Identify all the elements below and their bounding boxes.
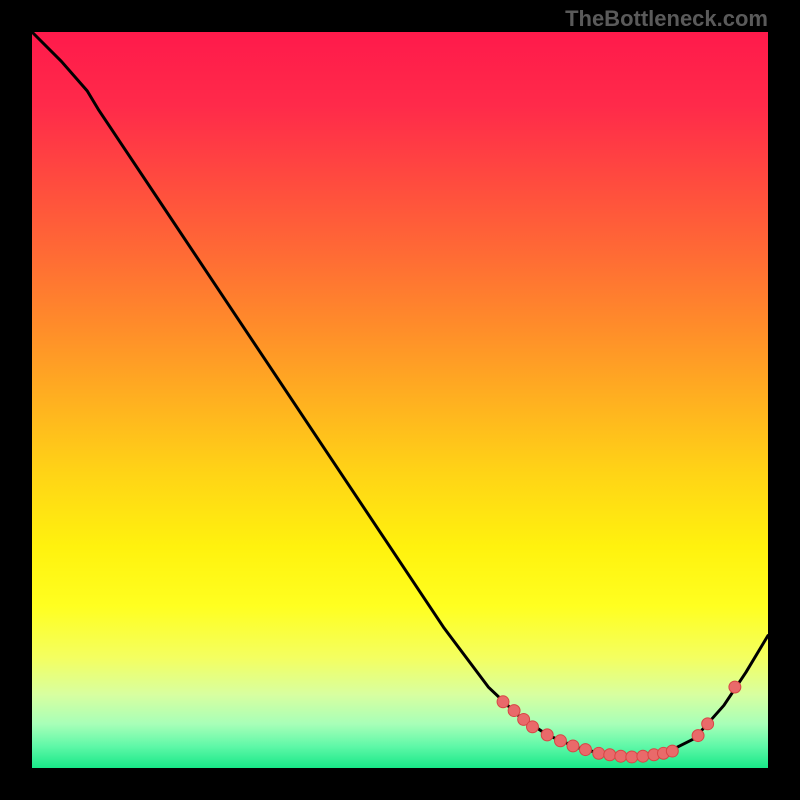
curve-layer bbox=[32, 32, 768, 768]
marker-point bbox=[604, 749, 616, 761]
marker-point bbox=[554, 735, 566, 747]
marker-point bbox=[666, 745, 678, 757]
marker-point bbox=[702, 718, 714, 730]
marker-points bbox=[497, 681, 741, 763]
marker-point bbox=[593, 747, 605, 759]
marker-point bbox=[508, 705, 520, 717]
marker-point bbox=[637, 750, 649, 762]
marker-point bbox=[580, 744, 592, 756]
marker-point bbox=[527, 721, 539, 733]
marker-point bbox=[541, 729, 553, 741]
marker-point bbox=[729, 681, 741, 693]
watermark-text: TheBottleneck.com bbox=[565, 6, 768, 32]
marker-point bbox=[497, 696, 509, 708]
chart-container: TheBottleneck.com bbox=[0, 0, 800, 800]
marker-point bbox=[615, 750, 627, 762]
marker-point bbox=[567, 740, 579, 752]
bottleneck-curve bbox=[32, 32, 768, 757]
plot-area bbox=[30, 30, 770, 770]
marker-point bbox=[692, 730, 704, 742]
marker-point bbox=[626, 751, 638, 763]
